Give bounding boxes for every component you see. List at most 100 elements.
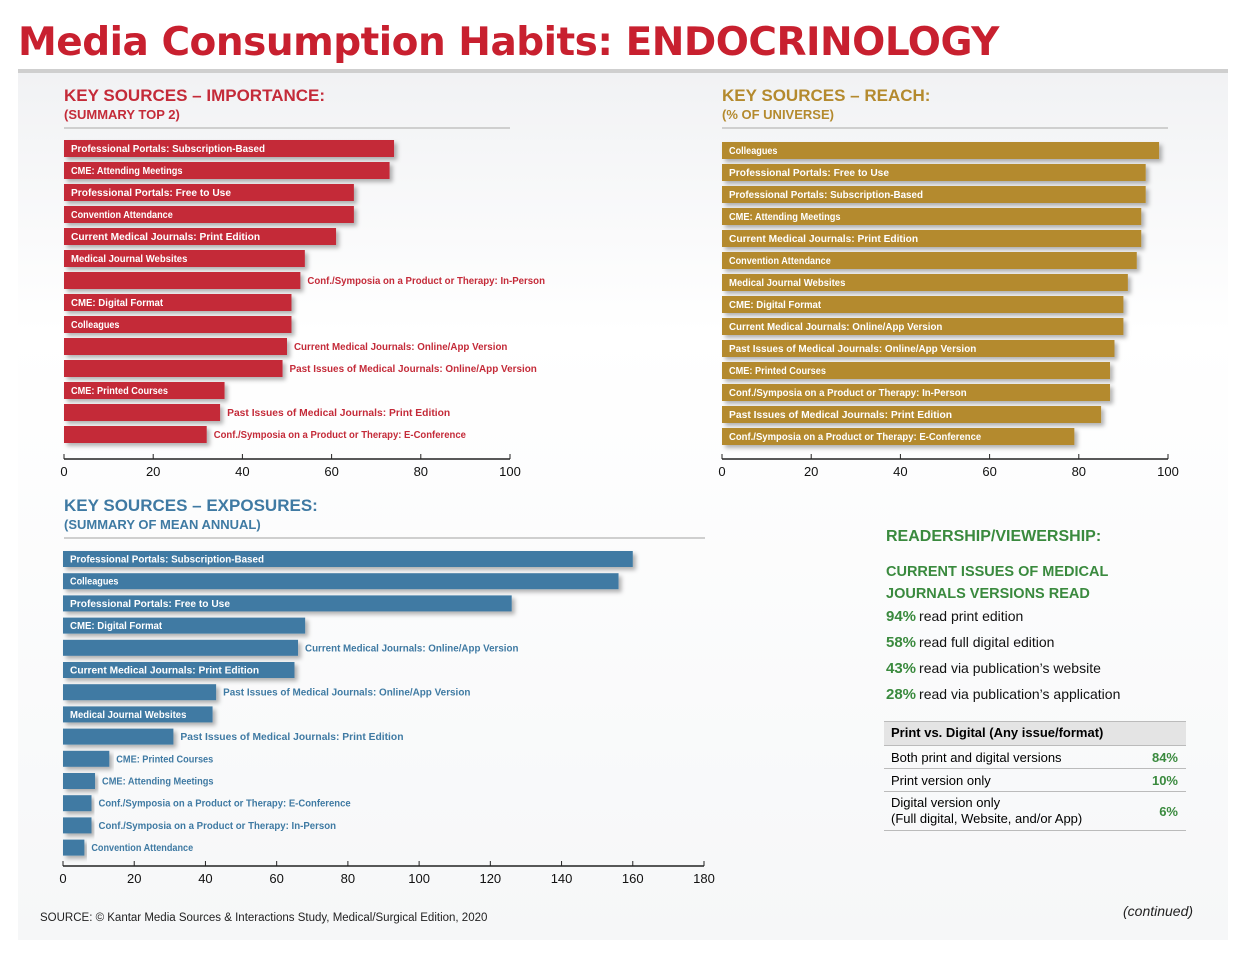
x-tick-label: 80 <box>1072 464 1086 479</box>
bar-label: Past Issues of Medical Journals: Online/… <box>223 688 470 699</box>
x-tick-label: 20 <box>127 871 141 886</box>
bar-label: CME: Printed Courses <box>116 754 213 765</box>
x-tick-label: 140 <box>551 871 573 886</box>
reach-divider <box>722 127 1168 129</box>
x-tick-label: 60 <box>269 871 283 886</box>
bar-label: Convention Attendance <box>91 843 193 854</box>
bar-label: Past Issues of Medical Journals: Print E… <box>180 732 403 743</box>
bar-label: Conf./Symposia on a Product or Therapy: … <box>98 821 336 832</box>
bar <box>722 318 1124 335</box>
bar <box>63 573 619 590</box>
bar-label: Current Medical Journals: Print Edition <box>729 234 918 245</box>
x-tick-label: 40 <box>198 871 212 886</box>
readership-pct: 58% <box>886 634 917 651</box>
bar <box>63 817 92 834</box>
bar-label: Current Medical Journals: Print Edition <box>71 232 260 243</box>
bar <box>64 206 354 223</box>
exposures-divider <box>64 537 705 539</box>
bar <box>722 340 1115 357</box>
readership-subtitle: CURRENT ISSUES OF MEDICAL JOURNALS VERSI… <box>886 564 1109 602</box>
bar-label: CME: Digital Format <box>729 300 822 311</box>
bar <box>722 428 1075 445</box>
table-row-value: 84% <box>1151 749 1178 765</box>
table-header: Print vs. Digital (Any issue/format) <box>884 722 1186 746</box>
bar <box>63 773 96 789</box>
bar-label: Professional Portals: Free to Use <box>729 168 889 179</box>
x-tick-label: 0 <box>60 464 67 479</box>
bar-label: Medical Journal Websites <box>729 278 846 289</box>
readership-pct: 43% <box>886 660 917 677</box>
x-tick-label: 180 <box>693 871 715 886</box>
bar <box>64 250 305 267</box>
x-tick-label: 60 <box>982 464 996 479</box>
bar-label: Current Medical Journals: Print Edition <box>70 666 259 677</box>
x-tick-label: 80 <box>341 871 355 886</box>
readership-text: read via publication’s application <box>919 686 1121 702</box>
bar <box>63 795 92 812</box>
bar <box>722 406 1102 423</box>
bar-label: CME: Digital Format <box>70 621 163 632</box>
readership-item: 94% read print edition <box>886 608 1023 625</box>
bar-label: Professional Portals: Free to Use <box>71 188 231 199</box>
bar <box>64 294 292 311</box>
x-tick-label: 40 <box>235 464 249 479</box>
bar <box>63 662 295 678</box>
readership-pct: 28% <box>886 686 917 703</box>
bar <box>722 274 1128 291</box>
exposures-subtitle: (SUMMARY OF MEAN ANNUAL) <box>64 517 261 532</box>
bar <box>722 142 1160 159</box>
bar-label: Conf./Symposia on a Product or Therapy: … <box>729 432 982 443</box>
exposures-title: KEY SOURCES – EXPOSURES: <box>64 496 318 515</box>
bar-label: Past Issues of Medical Journals: Print E… <box>729 410 952 421</box>
bar-label: Professional Portals: Subscription-Based <box>70 555 264 566</box>
x-tick-label: 20 <box>146 464 160 479</box>
page-title: Media Consumption Habits: ENDOCRINOLOGY <box>18 20 999 65</box>
table-row-label-line1: Digital version only <box>891 795 1001 810</box>
bar <box>63 706 213 723</box>
readership-text: read print edition <box>919 608 1024 624</box>
x-tick-label: 20 <box>804 464 818 479</box>
x-tick-label: 100 <box>408 871 430 886</box>
bar-label: Past Issues of Medical Journals: Online/… <box>729 344 976 355</box>
x-tick-label: 160 <box>622 871 644 886</box>
table-row-label: Both print and digital versions <box>891 749 1062 765</box>
bar-label: CME: Attending Meetings <box>102 777 214 788</box>
title-divider <box>18 69 1228 73</box>
readership-item: 28% read via publication’s application <box>886 686 1120 703</box>
bar <box>63 750 110 767</box>
bar-label: Conf./Symposia on a Product or Therapy: … <box>729 388 967 399</box>
bar <box>64 184 354 201</box>
importance-bar-chart: Professional Portals: Subscription-Based… <box>60 140 545 479</box>
importance-title: KEY SOURCES – IMPORTANCE: <box>64 86 326 105</box>
readership-item: 58% read full digital edition <box>886 634 1054 651</box>
bar-label: Colleagues <box>70 577 119 588</box>
bar <box>63 684 217 701</box>
bar <box>64 316 292 333</box>
bar <box>63 551 633 567</box>
bar-label: CME: Printed Courses <box>71 386 168 397</box>
importance-divider <box>64 127 510 129</box>
bar <box>722 362 1111 379</box>
importance-subtitle: (SUMMARY TOP 2) <box>64 107 180 122</box>
bar <box>722 186 1146 203</box>
exposures-bar-chart: Professional Portals: Subscription-Based… <box>59 551 715 886</box>
readership-item: 43% read via publication’s website <box>886 660 1101 677</box>
bar-label: Current Medical Journals: Online/App Ver… <box>294 342 507 353</box>
bar <box>64 272 301 289</box>
bar-label: CME: Attending Meetings <box>729 212 841 223</box>
table-row-label-line2: (Full digital, Website, and/or App) <box>891 811 1083 826</box>
bar <box>63 728 174 745</box>
bar <box>64 426 207 443</box>
bar-label: CME: Attending Meetings <box>71 166 183 177</box>
x-tick-label: 60 <box>324 464 338 479</box>
print-vs-digital-table: Print vs. Digital (Any issue/format) Bot… <box>884 721 1186 831</box>
reach-title: KEY SOURCES – REACH: <box>722 86 931 105</box>
bar-label: Convention Attendance <box>729 256 831 267</box>
table-row: Digital version only (Full digital, Webs… <box>884 792 1186 831</box>
table-row-value: 6% <box>1159 803 1178 819</box>
bar <box>64 382 225 399</box>
bar <box>63 595 512 612</box>
bar-label: Conf./Symposia on a Product or Therapy: … <box>98 799 351 810</box>
bar-label: Professional Portals: Subscription-Based <box>71 144 265 155</box>
